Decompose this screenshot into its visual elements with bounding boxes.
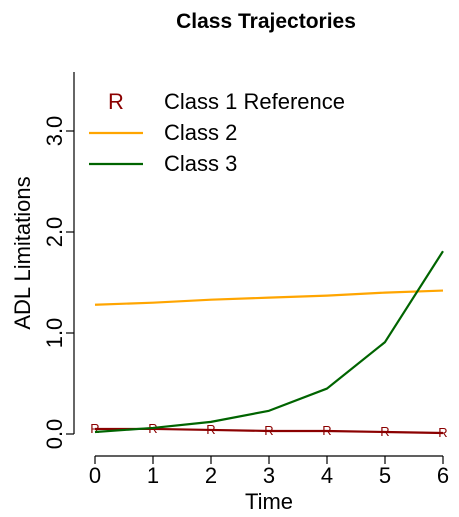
legend-label: Class 3 [164, 151, 237, 176]
x-tick-label: 5 [379, 463, 391, 488]
y-tick-label: 0.0 [42, 419, 67, 450]
x-ticks: 0 1 2 3 4 5 6 [89, 456, 449, 488]
series-point-marker: R [90, 421, 99, 436]
series-point-marker: R [264, 423, 273, 438]
y-tick-label: 3.0 [42, 116, 67, 147]
x-tick-label: 6 [437, 463, 449, 488]
series-line [94, 289, 444, 306]
y-tick-label: 2.0 [42, 217, 67, 248]
y-axis-label: ADL Limitations [10, 176, 35, 329]
x-tick-label: 0 [89, 463, 101, 488]
series-point-marker: R [380, 424, 389, 439]
legend-label: Class 1 Reference [164, 89, 345, 114]
x-axis-label: Time [245, 489, 293, 514]
series-point-marker: R [322, 423, 331, 438]
series-point-marker: R [438, 425, 447, 440]
x-tick-label: 1 [147, 463, 159, 488]
series-line [94, 250, 444, 434]
series-point-marker: R [206, 422, 215, 437]
y-ticks: 0.0 1.0 2.0 3.0 [42, 116, 74, 450]
y-tick-label: 1.0 [42, 318, 67, 349]
legend: R Class 1 Reference Class 2 Class 3 [89, 89, 345, 176]
axes [73, 72, 443, 457]
legend-label: Class 2 [164, 120, 237, 145]
x-tick-label: 3 [263, 463, 275, 488]
legend-marker: R [108, 89, 124, 114]
x-tick-label: 4 [321, 463, 333, 488]
chart-title: Class Trajectories [176, 10, 356, 33]
x-tick-label: 2 [205, 463, 217, 488]
